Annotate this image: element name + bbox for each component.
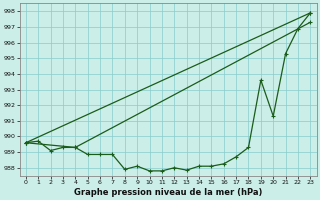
X-axis label: Graphe pression niveau de la mer (hPa): Graphe pression niveau de la mer (hPa) (74, 188, 262, 197)
